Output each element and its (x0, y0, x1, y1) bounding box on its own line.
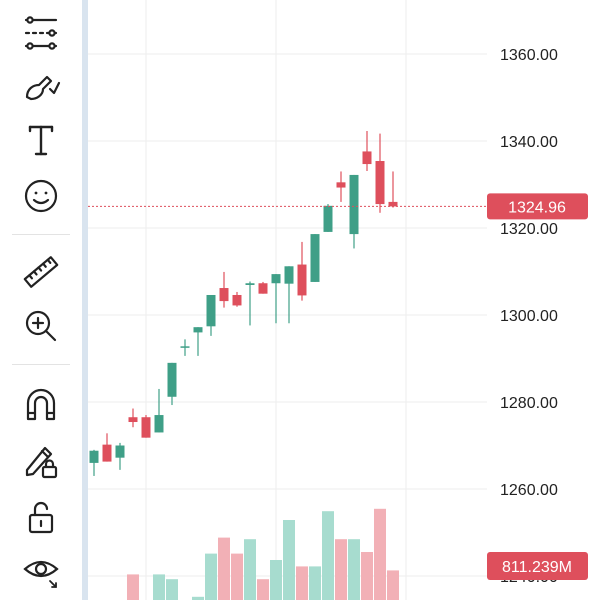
toolbar-chart-border (82, 0, 88, 600)
chart-grid (88, 0, 487, 600)
volume-bar (335, 539, 347, 600)
volume-bars (127, 508, 399, 600)
toolbar-divider (12, 364, 70, 365)
price-axis-label: 1340.00 (500, 134, 558, 151)
candle-body (167, 362, 177, 397)
lock-drawings-icon (25, 446, 58, 479)
trend-line-tools-button[interactable] (13, 10, 69, 56)
candle-body (89, 450, 99, 463)
candle-body (375, 161, 385, 205)
candle-body (193, 327, 203, 333)
volume-bar (283, 520, 295, 600)
zoom-in-button[interactable] (13, 303, 69, 349)
candle-body (388, 201, 398, 207)
candle-body (102, 444, 112, 462)
candle-body (219, 288, 229, 302)
volume-bar (218, 537, 230, 600)
volume-bar (361, 552, 373, 600)
price-axis[interactable]: 1360.00 1340.00 1320.00 1300.00 1280.00 … (500, 47, 558, 586)
ruler-icon (23, 256, 59, 288)
volume-bar (257, 579, 269, 600)
candle-body (206, 294, 216, 327)
volume-bar (153, 574, 165, 600)
current-price-label: 1324.96 (508, 199, 566, 216)
candles (89, 130, 398, 476)
candle-body (362, 151, 372, 165)
candle-body (336, 182, 346, 188)
zoom-in-icon (25, 310, 57, 342)
unlock-button[interactable] (13, 494, 69, 540)
candle-body (271, 274, 281, 284)
candle-body (154, 415, 164, 433)
candle-body (284, 266, 294, 284)
volume-bar (296, 566, 308, 600)
emoji-button[interactable] (13, 173, 69, 219)
candle-body (297, 264, 307, 296)
price-axis-label: 1300.00 (500, 308, 558, 325)
unlock-icon (28, 501, 54, 534)
price-axis-label: 1360.00 (500, 47, 558, 64)
drawing-toolbar (0, 0, 82, 600)
volume-bar (387, 570, 399, 600)
volume-bar (166, 579, 178, 600)
volume-bar (127, 574, 139, 600)
eye-icon (23, 560, 59, 588)
price-axis-label: 1260.00 (500, 482, 558, 499)
brush-button[interactable] (13, 62, 69, 108)
magnet-icon (26, 388, 56, 421)
price-axis-label: 1280.00 (500, 395, 558, 412)
volume-bar (231, 553, 243, 600)
candle-body (232, 294, 242, 306)
volume-bar (348, 539, 360, 600)
lock-drawings-button[interactable] (13, 437, 69, 483)
price-axis-label: 1320.00 (500, 221, 558, 238)
emoji-icon (24, 179, 58, 213)
volume-value-label: 811.239M (502, 559, 572, 576)
candle-body (115, 445, 125, 458)
candle-body (310, 234, 320, 282)
candle-body (180, 346, 190, 348)
volume-bar (270, 560, 282, 600)
volume-bar (322, 511, 334, 600)
candle-body (141, 417, 151, 438)
candle-body (349, 174, 359, 235)
text-button[interactable] (13, 117, 69, 163)
candle-body (245, 283, 255, 285)
candle-body (128, 417, 138, 423)
volume-bar (244, 539, 256, 600)
candle-body (323, 205, 333, 232)
eye-button[interactable] (13, 548, 69, 594)
current-price-tag: 1324.96 (487, 193, 588, 220)
brush-icon (25, 75, 61, 101)
candle-body (258, 283, 268, 294)
volume-tag: 811.239M (487, 552, 588, 580)
magnet-button[interactable] (13, 381, 69, 427)
trend-line-tools-icon (24, 16, 58, 50)
volume-bar (374, 508, 386, 600)
ruler-button[interactable] (13, 249, 69, 295)
toolbar-divider (12, 234, 70, 235)
volume-bar (205, 553, 217, 600)
volume-bar (192, 596, 204, 600)
volume-bar (309, 566, 321, 600)
text-icon (28, 125, 54, 156)
